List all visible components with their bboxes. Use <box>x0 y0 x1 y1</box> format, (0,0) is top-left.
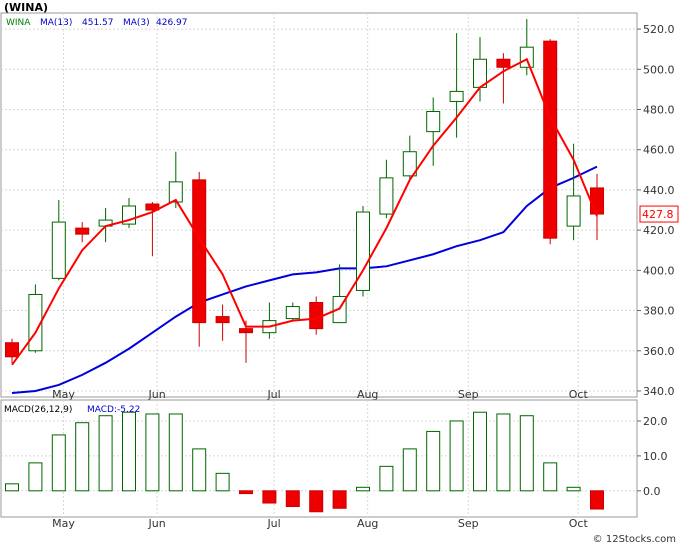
macd-x-tick-label: Jun <box>147 517 165 530</box>
price-y-tick-label: 520.0 <box>643 23 675 36</box>
macd-bar <box>332 490 347 509</box>
macd-bar <box>449 420 464 492</box>
macd-bar <box>543 462 558 492</box>
macd-bar <box>496 413 511 492</box>
ma3-line <box>11 57 598 366</box>
price-x-tick-label: Sep <box>458 388 479 401</box>
price-x-tick-label: Aug <box>357 388 378 401</box>
price-y-tick-label: 380.0 <box>643 305 675 318</box>
price-y-tick-label: 500.0 <box>643 63 675 76</box>
price-x-tick-label: Oct <box>569 388 589 401</box>
macd-y-axis: 20.0 10.0 0.0 <box>637 415 668 498</box>
legend-symbol: WINA <box>6 18 31 28</box>
price-x-axis: May Jun Jul Aug Sep Oct <box>52 388 588 401</box>
macd-y-tick-label: 20.0 <box>643 415 668 428</box>
macd-bar <box>122 411 136 492</box>
candle-body <box>402 151 417 177</box>
ma3-series <box>11 57 598 366</box>
macd-bar <box>426 430 441 492</box>
candle-body <box>566 195 581 227</box>
macd-bar <box>379 465 394 492</box>
chart-title: (WINA) <box>4 1 48 14</box>
macd-bar <box>590 490 604 510</box>
ma13-line <box>11 165 598 394</box>
price-y-tick-label: 420.0 <box>643 224 675 237</box>
price-legend: (WINA) WINA MA(13) 451.57 MA(3) 426.97 <box>4 1 188 28</box>
price-x-tick-label: May <box>52 388 75 401</box>
macd-x-tick-label: Sep <box>458 517 479 530</box>
macd-bar <box>309 490 324 513</box>
macd-bar <box>145 413 160 492</box>
candle-body <box>51 221 66 279</box>
macd-bar <box>356 486 370 492</box>
candle-body <box>449 90 464 102</box>
macd-bar <box>519 415 534 492</box>
candle-body <box>356 211 370 291</box>
macd-x-tick-label: May <box>52 517 75 530</box>
candle-body <box>543 40 558 239</box>
macd-y-tick-label: 0.0 <box>643 485 661 498</box>
watermark: © 12Stocks.com <box>593 534 676 545</box>
candle-body <box>239 328 253 334</box>
macd-title: MACD(26,12,9) <box>4 405 72 415</box>
price-panel-frame <box>0 12 638 398</box>
macd-bar <box>285 490 300 508</box>
macd-x-tick-label: Oct <box>569 517 589 530</box>
price-y-tick-label: 340.0 <box>643 385 675 398</box>
legend-ma13-value: 451.57 <box>82 18 114 28</box>
candle-body <box>75 227 90 235</box>
macd-value: MACD:-5.22 <box>87 405 140 415</box>
macd-bar <box>566 486 581 492</box>
price-y-tick-label: 480.0 <box>643 104 675 117</box>
candle-body <box>168 181 183 203</box>
price-y-tick-label: 400.0 <box>643 264 675 277</box>
macd-bar <box>239 490 253 495</box>
last-price-label: 427.8 <box>642 208 674 221</box>
macd-x-tick-label: Aug <box>357 517 378 530</box>
legend-ma3-label: MA(3) <box>123 18 150 28</box>
macd-y-tick-label: 10.0 <box>643 450 668 463</box>
macd-bar <box>402 448 417 492</box>
macd-bar <box>192 448 207 492</box>
candle-body <box>379 177 394 215</box>
candle-body <box>496 58 511 68</box>
macd-bar <box>168 413 183 492</box>
macd-bar <box>262 490 277 504</box>
legend-ma13-label: MA(13) <box>40 18 72 28</box>
price-x-tick-label: Jun <box>147 388 165 401</box>
macd-bar <box>98 415 113 492</box>
macd-bar <box>28 462 43 492</box>
legend-ma3-value: 426.97 <box>156 18 188 28</box>
last-price-box <box>639 205 679 223</box>
macd-x-tick-label: Jul <box>266 517 280 530</box>
macd-legend: MACD(26,12,9) MACD:-5.22 <box>4 405 140 415</box>
candle-body <box>590 187 604 215</box>
last-price-marker: 427.8 <box>639 205 679 223</box>
macd-bar <box>215 472 230 492</box>
candle-body <box>285 306 300 320</box>
macd-bar <box>51 434 66 492</box>
candle-body <box>192 179 207 324</box>
candle-body <box>145 203 160 211</box>
candle-body <box>215 316 230 324</box>
price-y-tick-label: 460.0 <box>643 144 675 157</box>
macd-x-axis: May Jun Jul Aug Sep Oct <box>52 517 588 530</box>
macd-bar <box>75 422 90 492</box>
ma13-series <box>11 165 598 394</box>
macd-bar <box>5 483 19 492</box>
candle-body <box>5 342 19 358</box>
price-y-axis: 340.0 360.0 380.0 400.0 420.0 440.0 460.0 480.0… <box>637 23 675 398</box>
candle-body <box>426 111 441 133</box>
price-x-tick-label: Jul <box>266 388 280 401</box>
macd-bar <box>473 411 487 492</box>
macd-bars <box>5 411 604 513</box>
price-y-tick-label: 440.0 <box>643 184 675 197</box>
candle-body <box>519 46 534 68</box>
price-y-tick-label: 360.0 <box>643 345 675 358</box>
